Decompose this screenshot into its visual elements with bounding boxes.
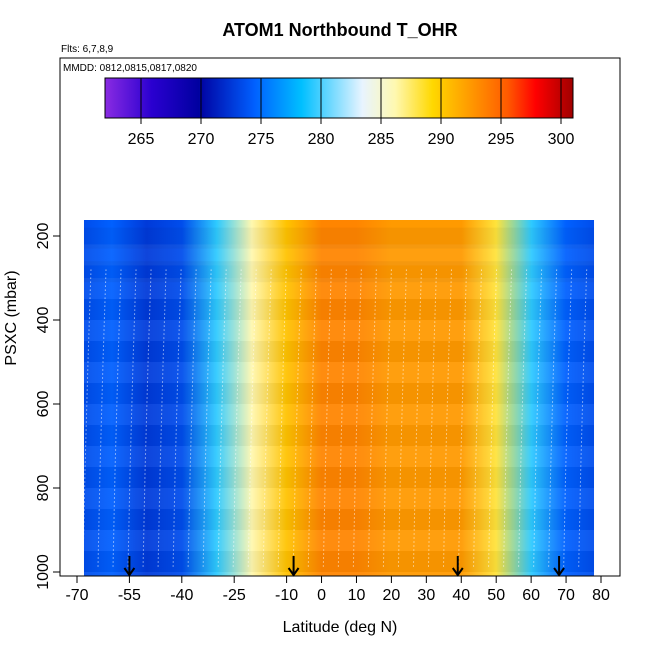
x-tick-label: -40 bbox=[170, 587, 193, 604]
x-axis: -70 -55 -40 -25 -10 0 10 20 30 40 50 60 70 80 bbox=[65, 575, 610, 604]
y-tick-label: 400 bbox=[35, 307, 52, 334]
y-tick-label: 600 bbox=[35, 391, 52, 418]
colorbar-gradient bbox=[105, 78, 573, 118]
y-axis-label: PSXC (mbar) bbox=[3, 270, 20, 365]
colorbar-tick-label: 295 bbox=[488, 131, 515, 148]
pressure-band bbox=[83, 551, 595, 572]
x-tick-label: -55 bbox=[118, 587, 141, 604]
colorbar: 265 270 275 280 285 290 295 300 bbox=[104, 77, 575, 148]
location-arrow bbox=[123, 556, 136, 577]
pressure-band bbox=[83, 509, 595, 530]
pressure-band bbox=[83, 404, 595, 425]
x-tick-label: 30 bbox=[417, 587, 435, 604]
pressure-band bbox=[83, 299, 595, 320]
x-tick-label: -25 bbox=[223, 587, 246, 604]
colorbar-tick-label: 275 bbox=[248, 131, 275, 148]
location-arrow bbox=[553, 556, 565, 577]
pressure-band bbox=[83, 320, 595, 341]
x-tick-label: -10 bbox=[275, 587, 298, 604]
pressure-band bbox=[83, 446, 595, 467]
pressure-band bbox=[83, 362, 595, 383]
chart-title: ATOM1 Northbound T_OHR bbox=[222, 20, 457, 40]
colorbar-tick-label: 265 bbox=[128, 131, 155, 148]
colorbar-tick-label: 280 bbox=[308, 131, 335, 148]
pressure-band bbox=[83, 488, 595, 509]
colorbar-tick-label: 290 bbox=[428, 131, 455, 148]
x-tick-label: 70 bbox=[557, 587, 575, 604]
y-tick-label: 1000 bbox=[35, 554, 52, 590]
pressure-band bbox=[83, 244, 595, 266]
pressure-band bbox=[83, 467, 595, 488]
colorbar-frame bbox=[104, 77, 574, 119]
pressure-band bbox=[83, 227, 595, 249]
pressure-band bbox=[83, 261, 595, 283]
pressure-band bbox=[83, 572, 595, 576]
temperature-heatmap bbox=[82, 220, 595, 576]
location-arrow bbox=[287, 556, 300, 577]
x-tick-label: 80 bbox=[592, 587, 610, 604]
x-tick-label: 0 bbox=[317, 587, 326, 604]
y-tick-label: 800 bbox=[35, 475, 52, 502]
y-tick-label: 200 bbox=[35, 223, 52, 250]
pressure-band bbox=[83, 341, 595, 362]
pressure-band bbox=[83, 425, 595, 446]
pressure-band bbox=[83, 530, 595, 551]
pressure-band bbox=[83, 278, 595, 299]
pressure-band bbox=[83, 383, 595, 404]
x-axis-label: Latitude (deg N) bbox=[283, 619, 398, 636]
x-tick-label: -70 bbox=[65, 587, 88, 604]
x-tick-label: 20 bbox=[383, 587, 401, 604]
colorbar-tick-label: 270 bbox=[188, 131, 215, 148]
colorbar-tick-label: 300 bbox=[548, 131, 575, 148]
x-tick-label: 10 bbox=[348, 587, 366, 604]
x-tick-label: 60 bbox=[522, 587, 540, 604]
x-tick-label: 50 bbox=[487, 587, 505, 604]
dates-label: MMDD: 0812,0815,0817,0820 bbox=[63, 63, 197, 74]
location-arrow bbox=[451, 556, 464, 577]
heatmap-field bbox=[83, 220, 595, 576]
x-tick-label: 40 bbox=[452, 587, 470, 604]
colorbar-tick-label: 285 bbox=[368, 131, 395, 148]
y-axis: 200 400 600 800 1000 bbox=[35, 223, 60, 590]
flights-label: Flts: 6,7,8,9 bbox=[61, 44, 114, 55]
